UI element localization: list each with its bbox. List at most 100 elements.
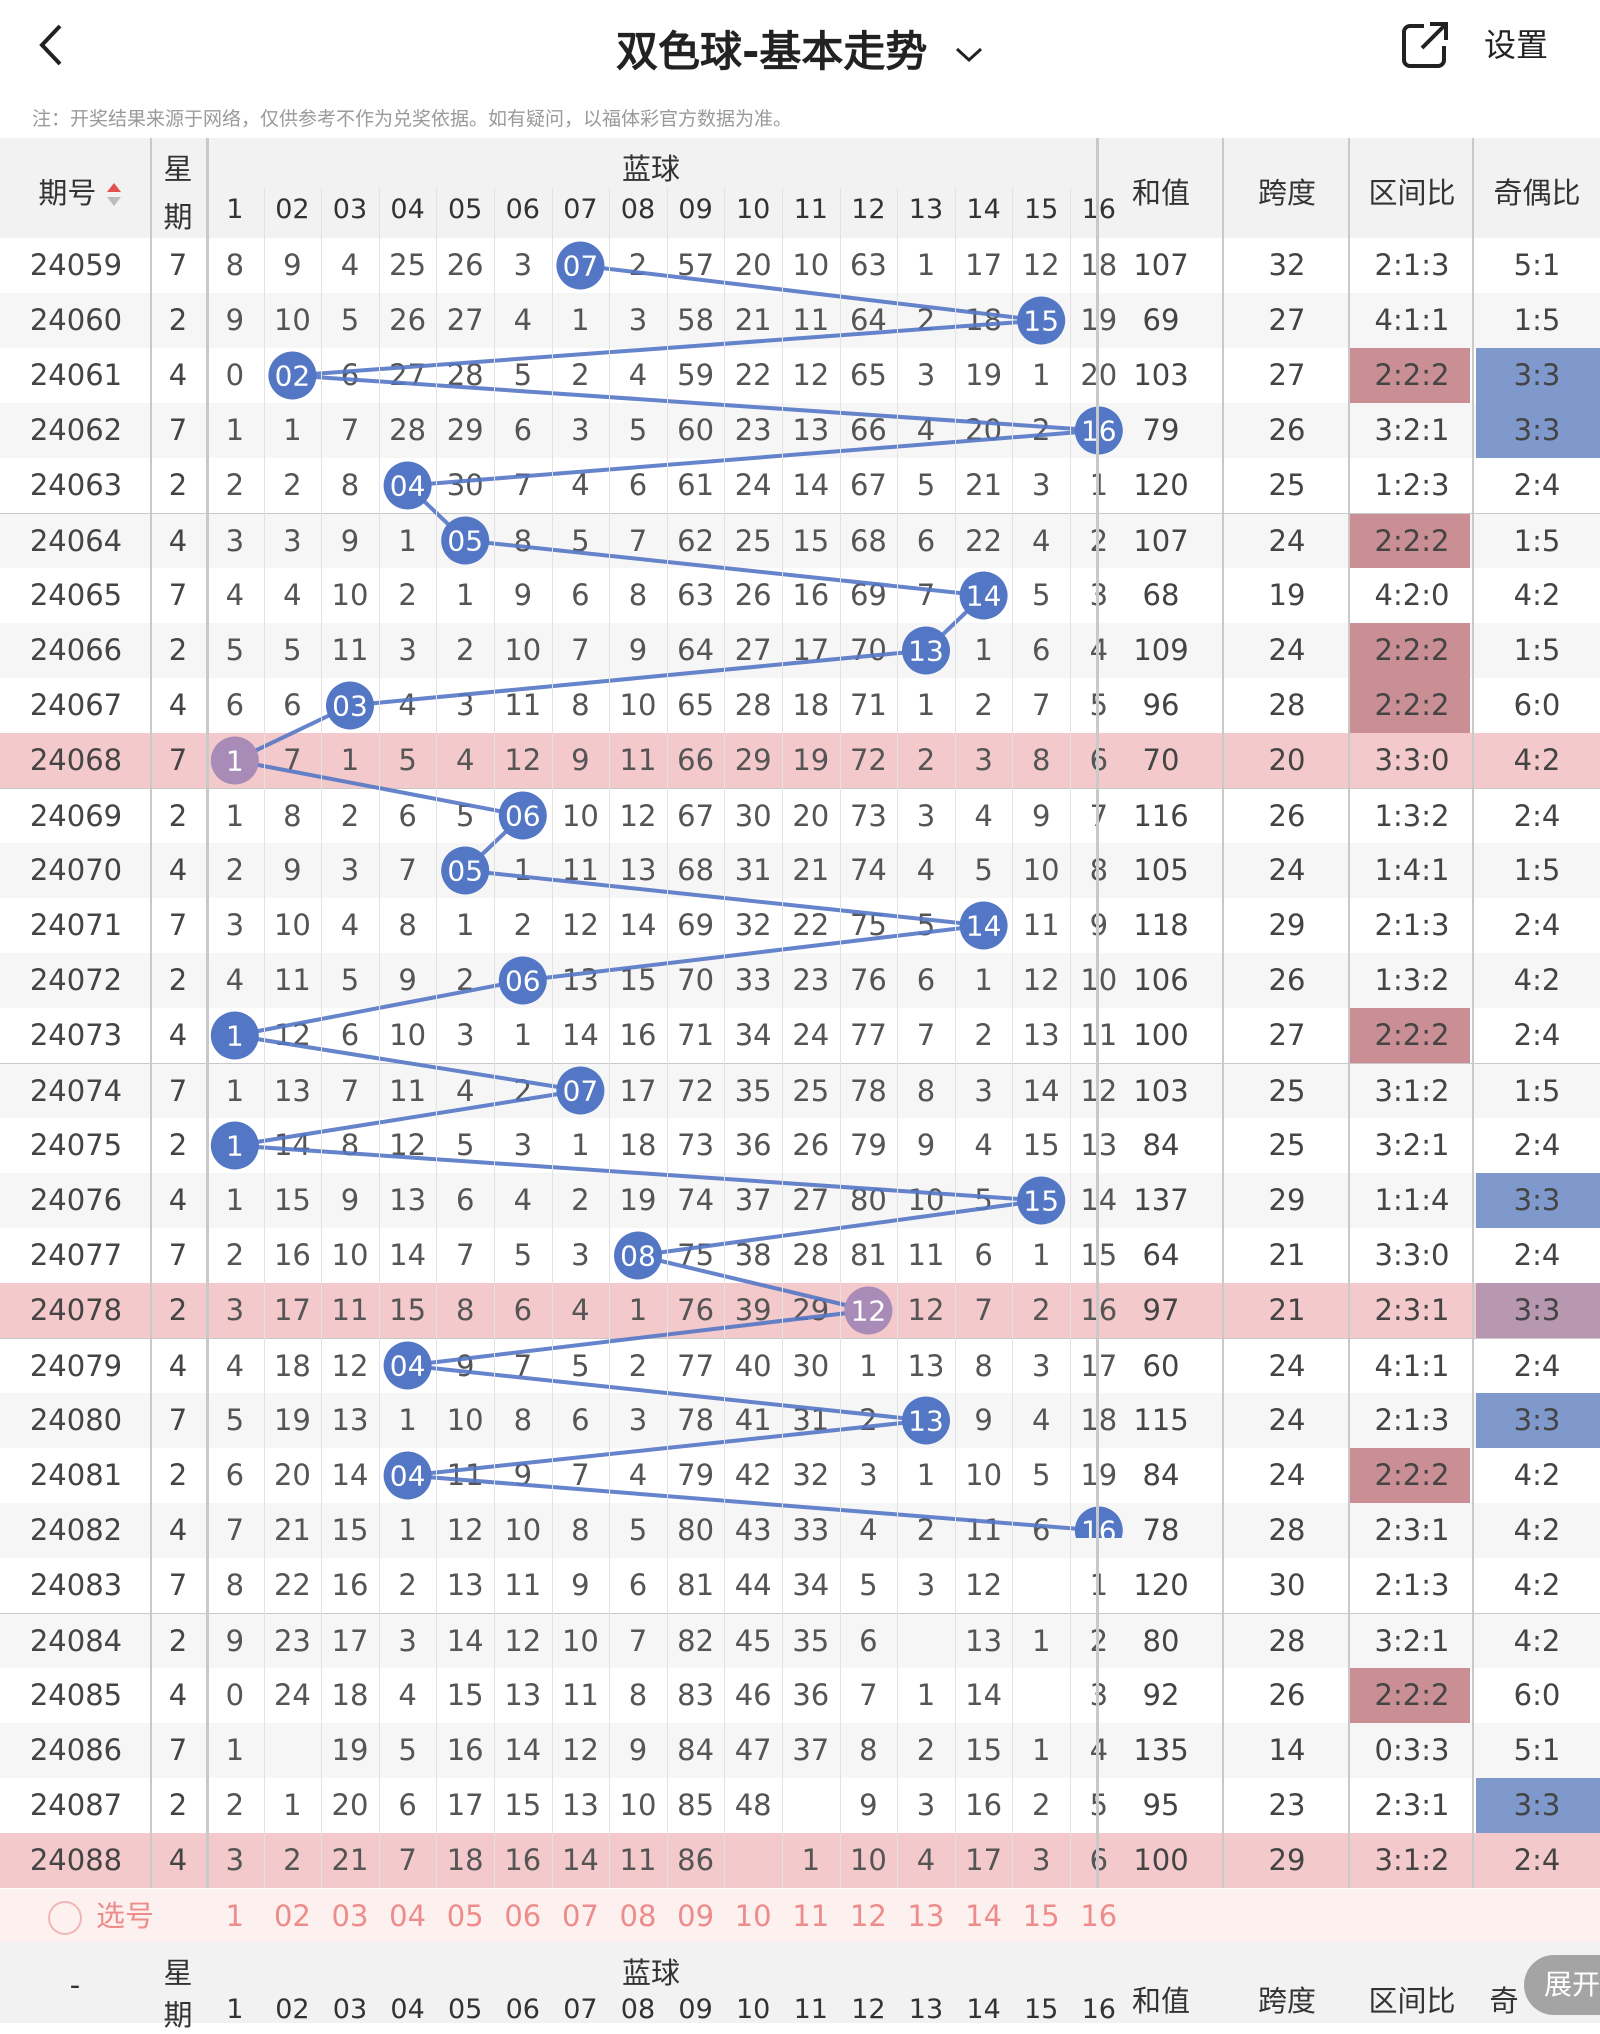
miss-count: 14 [446,1624,484,1658]
picker-number[interactable]: 15 [1022,1899,1060,1933]
miss-count: 6 [225,688,245,722]
table-row[interactable]: 2407042937111136831217445108105241:4:11:… [0,843,1600,898]
miss-count: 8 [340,468,360,502]
table-row[interactable]: 24064433918576225156862242107242:2:21:5 [0,513,1600,569]
picker-number[interactable]: 07 [561,1899,599,1933]
miss-count: 6 [859,1624,878,1658]
blue-number-header: 07 [563,194,598,225]
table-row[interactable]: 24061406272852459221265319120103272:2:23… [0,348,1600,403]
picker-number[interactable]: 08 [619,1899,657,1933]
table-row[interactable]: 24067466431181065281871127596282:2:26:0 [0,678,1600,733]
select-radio[interactable] [48,1901,82,1935]
issue-number: 24088 [29,1843,123,1877]
span-value: 32 [1268,248,1306,282]
span-value: 24 [1268,1349,1306,1383]
footer-number-header: 03 [332,1994,368,2025]
miss-count: 84 [677,1733,715,1767]
picker-number[interactable]: 05 [446,1899,484,1933]
miss-count: 7 [974,1293,993,1327]
miss-count: 9 [571,1568,590,1602]
miss-count: 13 [389,1183,427,1217]
blue-number-header: 12 [851,194,886,225]
miss-count: 15 [1022,1128,1060,1162]
share-icon[interactable] [1400,20,1450,70]
picker-number[interactable]: 14 [965,1899,1003,1933]
table-row[interactable]: 240764115913642197437278010514137291:1:4… [0,1173,1600,1228]
picker-number[interactable]: 04 [389,1899,427,1933]
miss-count: 22 [273,1568,311,1602]
miss-count: 66 [677,743,715,777]
table-row[interactable]: 24068771541291166291972238670203:3:04:2 [0,733,1600,788]
table-row[interactable]: 24084292317314121078245356131280283:2:14… [0,1613,1600,1669]
sum-value: 135 [1133,1733,1189,1767]
table-row[interactable]: 240632228307466124146752131120251:2:32:4 [0,458,1600,513]
miss-count: 3 [1031,1843,1051,1877]
miss-count: 4 [916,853,936,887]
miss-count: 17 [965,1843,1003,1877]
weekday: 7 [168,1733,188,1767]
miss-count: 3 [225,908,245,942]
table-row[interactable]: 24062 7 1 1 7 28 29 6 3 5 60 23 13 66 4 20 2 79 26 3:2:1 3:3 [0,403,1600,458]
settings-button[interactable]: 设置 [1484,26,1549,64]
miss-count: 32 [734,908,772,942]
table-row[interactable]: 240597894252632572010631171218107322:1:3… [0,238,1600,293]
picker-number[interactable]: 03 [331,1899,369,1933]
blue-number-header: 05 [448,194,483,225]
miss-count: 1 [398,524,417,558]
picker-number[interactable]: 02 [273,1899,311,1933]
miss-count: 36 [792,1678,830,1712]
picker-number[interactable]: 11 [792,1899,830,1933]
table-row[interactable]: 24088432217181614118611041736100293:1:22… [0,1833,1600,1888]
page-title[interactable]: 双色球-基本走势 [0,18,1600,79]
table-row[interactable]: 240747113711421772352578831412103253:1:2… [0,1063,1600,1119]
miss-count: 1 [455,908,475,942]
issue-header[interactable]: 期号 [20,170,140,212]
sum-value: 105 [1133,853,1189,887]
table-row[interactable]: 24086711951614129844737821514135140:3:35… [0,1723,1600,1778]
picker-number[interactable]: 13 [907,1899,945,1933]
back-arrow-icon[interactable] [32,20,72,70]
picker-number[interactable]: 06 [504,1899,542,1933]
miss-count: 2 [628,1349,648,1383]
miss-count: 37 [734,1183,772,1217]
picker-number[interactable]: 16 [1080,1899,1118,1933]
miss-count: 10 [273,303,311,337]
span-value: 26 [1268,413,1306,447]
picker-number[interactable]: 10 [734,1899,772,1933]
table-row[interactable]: 2407823171115864176392912721697212:3:13:… [0,1283,1600,1338]
miss-count: 3 [859,1458,878,1492]
picker-number[interactable]: 09 [677,1899,715,1933]
zone-ratio-value: 1:1:4 [1374,1183,1450,1217]
table-row[interactable]: 2407341261031141671342477721311100272:2:… [0,1008,1600,1063]
table-row[interactable]: 2406574410219686326166975368194:2:04:2 [0,568,1600,623]
expand-button[interactable]: 展开 [1524,1955,1600,2015]
picker-number[interactable]: 12 [849,1899,887,1933]
table-row[interactable]: 24083782216213119681443453121120302:1:34… [0,1558,1600,1613]
miss-count: 10 [907,1183,945,1217]
weekday: 4 [168,1678,188,1712]
miss-count: 7 [283,743,302,777]
table-row[interactable]: 24071731048121214693222755119118292:1:32… [0,898,1600,953]
blue-number-header: 06 [505,194,540,225]
miss-count: 11 [504,1568,542,1602]
miss-count: 7 [859,1678,878,1712]
table-row[interactable]: 240692182651012673020733497116261:3:22:4 [0,788,1600,844]
table-row[interactable]: 240794418129752774030113831760244:1:12:4 [0,1338,1600,1394]
table-row[interactable]: 24082 4 7 21 15 1 12 10 8 5 80 43 33 4 2 11 6 78 28 2:3:1 4:… [0,1503,1600,1558]
table-row[interactable]: 240722411592131570332376611210106261:3:2… [0,953,1600,1008]
table-row[interactable]: 24075214812531187336267994151384253:2:12… [0,1118,1600,1173]
picker-number[interactable]: 1 [225,1899,245,1933]
miss-count: 42 [734,1458,772,1492]
table-row[interactable]: 2408126201411974794232311051984242:2:24:… [0,1448,1600,1503]
table-row[interactable]: 2408075191311086378413129418115242:1:33:… [0,1393,1600,1448]
footer-number-header: 07 [563,1994,598,2025]
table-row[interactable]: 24060291052627413582111642181969274:1:11… [0,293,1600,348]
table-row[interactable]: 240662551132107964271770164109242:2:21:5 [0,623,1600,678]
table-row[interactable]: 24085402418415131188346367114392262:2:26… [0,1668,1600,1723]
zone-ratio-value: 2:1:3 [1374,1568,1450,1602]
table-row[interactable]: 24077721610147537538288111611564213:3:02… [0,1228,1600,1283]
grid-line [494,188,495,1888]
miss-count: 18 [965,303,1003,337]
table-row[interactable]: 2408722120617151310854893162595232:3:13:… [0,1778,1600,1833]
issue-number: 24081 [29,1458,123,1492]
